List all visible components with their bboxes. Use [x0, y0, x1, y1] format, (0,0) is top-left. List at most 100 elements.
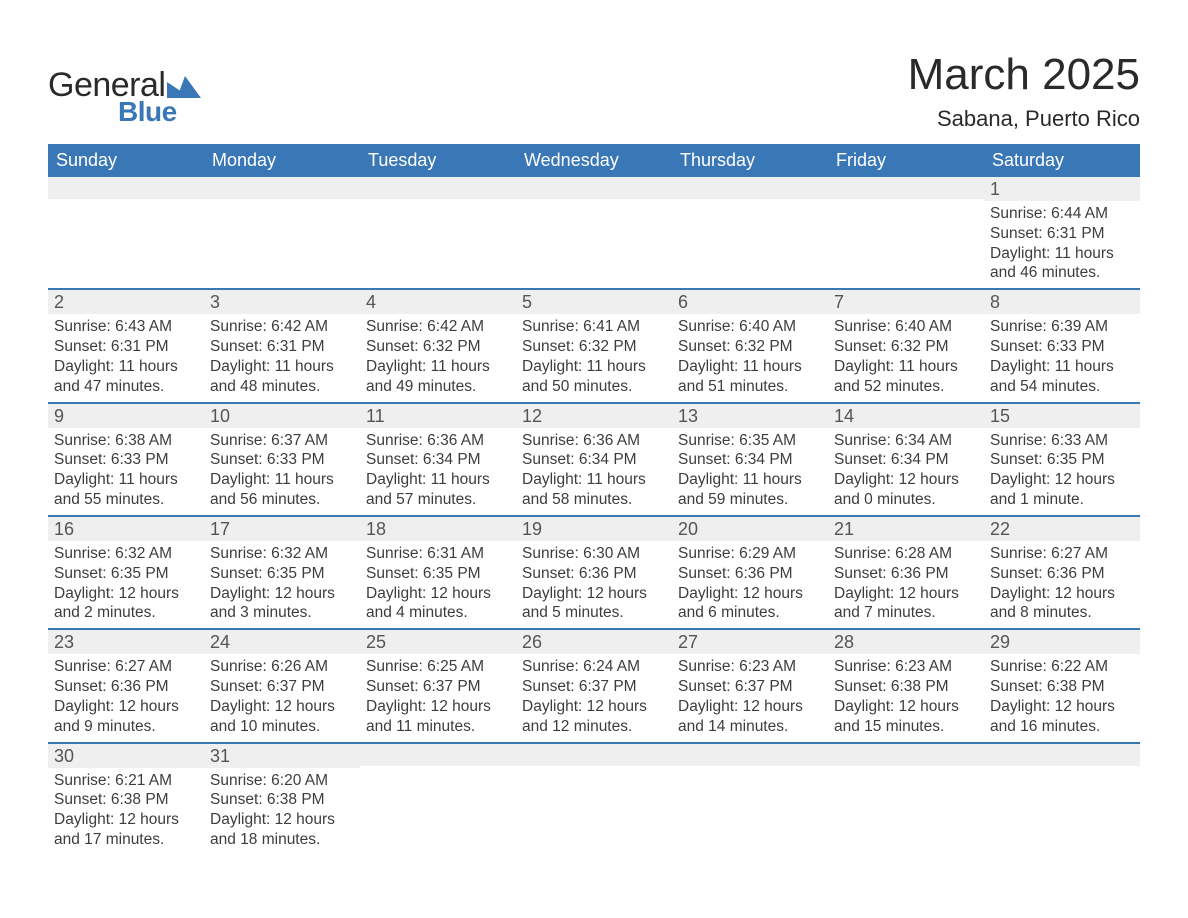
- day-cell: 10Sunrise: 6:37 AMSunset: 6:33 PMDayligh…: [204, 404, 360, 515]
- sunset-text: Sunset: 6:33 PM: [54, 450, 198, 470]
- day-number: [48, 177, 204, 199]
- sunset-text: Sunset: 6:38 PM: [210, 790, 354, 810]
- sunrise-text: Sunrise: 6:40 AM: [678, 317, 822, 337]
- daylight-text: Daylight: 11 hours and 51 minutes.: [678, 357, 822, 397]
- sunrise-text: Sunrise: 6:29 AM: [678, 544, 822, 564]
- sunset-text: Sunset: 6:37 PM: [210, 677, 354, 697]
- daylight-text: Daylight: 11 hours and 50 minutes.: [522, 357, 666, 397]
- sunset-text: Sunset: 6:31 PM: [990, 224, 1134, 244]
- weekday-thu: Thursday: [672, 144, 828, 177]
- daylight-text: Daylight: 11 hours and 49 minutes.: [366, 357, 510, 397]
- sunset-text: Sunset: 6:33 PM: [990, 337, 1134, 357]
- day-cell: 18Sunrise: 6:31 AMSunset: 6:35 PMDayligh…: [360, 517, 516, 628]
- day-number: 9: [48, 404, 204, 428]
- sunrise-text: Sunrise: 6:42 AM: [366, 317, 510, 337]
- day-body: Sunrise: 6:42 AMSunset: 6:32 PMDaylight:…: [360, 314, 516, 401]
- day-body: Sunrise: 6:41 AMSunset: 6:32 PMDaylight:…: [516, 314, 672, 401]
- sunrise-text: Sunrise: 6:36 AM: [366, 431, 510, 451]
- sunset-text: Sunset: 6:33 PM: [210, 450, 354, 470]
- day-cell: 4Sunrise: 6:42 AMSunset: 6:32 PMDaylight…: [360, 290, 516, 401]
- page: General Blue March 2025 Sabana, Puerto R…: [0, 0, 1188, 915]
- sunrise-text: Sunrise: 6:36 AM: [522, 431, 666, 451]
- daylight-text: Daylight: 12 hours and 8 minutes.: [990, 584, 1134, 624]
- title-block: March 2025 Sabana, Puerto Rico: [908, 50, 1140, 132]
- calendar-week: 23Sunrise: 6:27 AMSunset: 6:36 PMDayligh…: [48, 628, 1140, 741]
- day-body: Sunrise: 6:26 AMSunset: 6:37 PMDaylight:…: [204, 654, 360, 741]
- daylight-text: Daylight: 11 hours and 47 minutes.: [54, 357, 198, 397]
- day-number: [672, 744, 828, 766]
- day-body: Sunrise: 6:40 AMSunset: 6:32 PMDaylight:…: [672, 314, 828, 401]
- day-cell: [828, 177, 984, 288]
- sunset-text: Sunset: 6:36 PM: [678, 564, 822, 584]
- sunrise-text: Sunrise: 6:31 AM: [366, 544, 510, 564]
- day-number: 26: [516, 630, 672, 654]
- day-number: 4: [360, 290, 516, 314]
- daylight-text: Daylight: 12 hours and 17 minutes.: [54, 810, 198, 850]
- day-cell: [360, 177, 516, 288]
- day-body: Sunrise: 6:40 AMSunset: 6:32 PMDaylight:…: [828, 314, 984, 401]
- day-cell: [828, 744, 984, 855]
- day-number: [360, 177, 516, 199]
- sunset-text: Sunset: 6:32 PM: [366, 337, 510, 357]
- day-number: [516, 744, 672, 766]
- weekday-wed: Wednesday: [516, 144, 672, 177]
- day-body: Sunrise: 6:23 AMSunset: 6:38 PMDaylight:…: [828, 654, 984, 741]
- day-number: [516, 177, 672, 199]
- day-number: 31: [204, 744, 360, 768]
- day-body: Sunrise: 6:30 AMSunset: 6:36 PMDaylight:…: [516, 541, 672, 628]
- header-row: General Blue March 2025 Sabana, Puerto R…: [48, 50, 1140, 132]
- day-cell: [360, 744, 516, 855]
- sunrise-text: Sunrise: 6:27 AM: [54, 657, 198, 677]
- sunrise-text: Sunrise: 6:24 AM: [522, 657, 666, 677]
- weekday-sun: Sunday: [48, 144, 204, 177]
- day-number: 19: [516, 517, 672, 541]
- day-number: 11: [360, 404, 516, 428]
- sunset-text: Sunset: 6:31 PM: [210, 337, 354, 357]
- day-cell: 25Sunrise: 6:25 AMSunset: 6:37 PMDayligh…: [360, 630, 516, 741]
- day-cell: 1Sunrise: 6:44 AMSunset: 6:31 PMDaylight…: [984, 177, 1140, 288]
- day-number: [672, 177, 828, 199]
- daylight-text: Daylight: 11 hours and 46 minutes.: [990, 244, 1134, 284]
- day-number: 3: [204, 290, 360, 314]
- day-cell: 6Sunrise: 6:40 AMSunset: 6:32 PMDaylight…: [672, 290, 828, 401]
- day-cell: 26Sunrise: 6:24 AMSunset: 6:37 PMDayligh…: [516, 630, 672, 741]
- sunset-text: Sunset: 6:35 PM: [366, 564, 510, 584]
- day-number: 24: [204, 630, 360, 654]
- day-cell: 28Sunrise: 6:23 AMSunset: 6:38 PMDayligh…: [828, 630, 984, 741]
- day-body: Sunrise: 6:22 AMSunset: 6:38 PMDaylight:…: [984, 654, 1140, 741]
- daylight-text: Daylight: 11 hours and 55 minutes.: [54, 470, 198, 510]
- day-cell: 13Sunrise: 6:35 AMSunset: 6:34 PMDayligh…: [672, 404, 828, 515]
- sunrise-text: Sunrise: 6:26 AM: [210, 657, 354, 677]
- day-body: [48, 199, 204, 277]
- sunrise-text: Sunrise: 6:21 AM: [54, 771, 198, 791]
- sunset-text: Sunset: 6:35 PM: [210, 564, 354, 584]
- daylight-text: Daylight: 12 hours and 18 minutes.: [210, 810, 354, 850]
- day-cell: [672, 744, 828, 855]
- sunset-text: Sunset: 6:35 PM: [54, 564, 198, 584]
- day-cell: 21Sunrise: 6:28 AMSunset: 6:36 PMDayligh…: [828, 517, 984, 628]
- daylight-text: Daylight: 11 hours and 56 minutes.: [210, 470, 354, 510]
- sunrise-text: Sunrise: 6:28 AM: [834, 544, 978, 564]
- day-body: Sunrise: 6:38 AMSunset: 6:33 PMDaylight:…: [48, 428, 204, 515]
- day-body: Sunrise: 6:36 AMSunset: 6:34 PMDaylight:…: [360, 428, 516, 515]
- day-cell: 20Sunrise: 6:29 AMSunset: 6:36 PMDayligh…: [672, 517, 828, 628]
- day-number: 25: [360, 630, 516, 654]
- day-number: 1: [984, 177, 1140, 201]
- sunrise-text: Sunrise: 6:32 AM: [210, 544, 354, 564]
- day-body: Sunrise: 6:29 AMSunset: 6:36 PMDaylight:…: [672, 541, 828, 628]
- daylight-text: Daylight: 11 hours and 48 minutes.: [210, 357, 354, 397]
- sunset-text: Sunset: 6:38 PM: [990, 677, 1134, 697]
- daylight-text: Daylight: 11 hours and 54 minutes.: [990, 357, 1134, 397]
- daylight-text: Daylight: 12 hours and 10 minutes.: [210, 697, 354, 737]
- daylight-text: Daylight: 12 hours and 11 minutes.: [366, 697, 510, 737]
- calendar-week: 2Sunrise: 6:43 AMSunset: 6:31 PMDaylight…: [48, 288, 1140, 401]
- sunrise-text: Sunrise: 6:39 AM: [990, 317, 1134, 337]
- day-body: [672, 199, 828, 277]
- day-cell: 27Sunrise: 6:23 AMSunset: 6:37 PMDayligh…: [672, 630, 828, 741]
- day-number: 16: [48, 517, 204, 541]
- sunrise-text: Sunrise: 6:41 AM: [522, 317, 666, 337]
- day-body: Sunrise: 6:34 AMSunset: 6:34 PMDaylight:…: [828, 428, 984, 515]
- daylight-text: Daylight: 12 hours and 14 minutes.: [678, 697, 822, 737]
- day-number: 20: [672, 517, 828, 541]
- weekday-fri: Friday: [828, 144, 984, 177]
